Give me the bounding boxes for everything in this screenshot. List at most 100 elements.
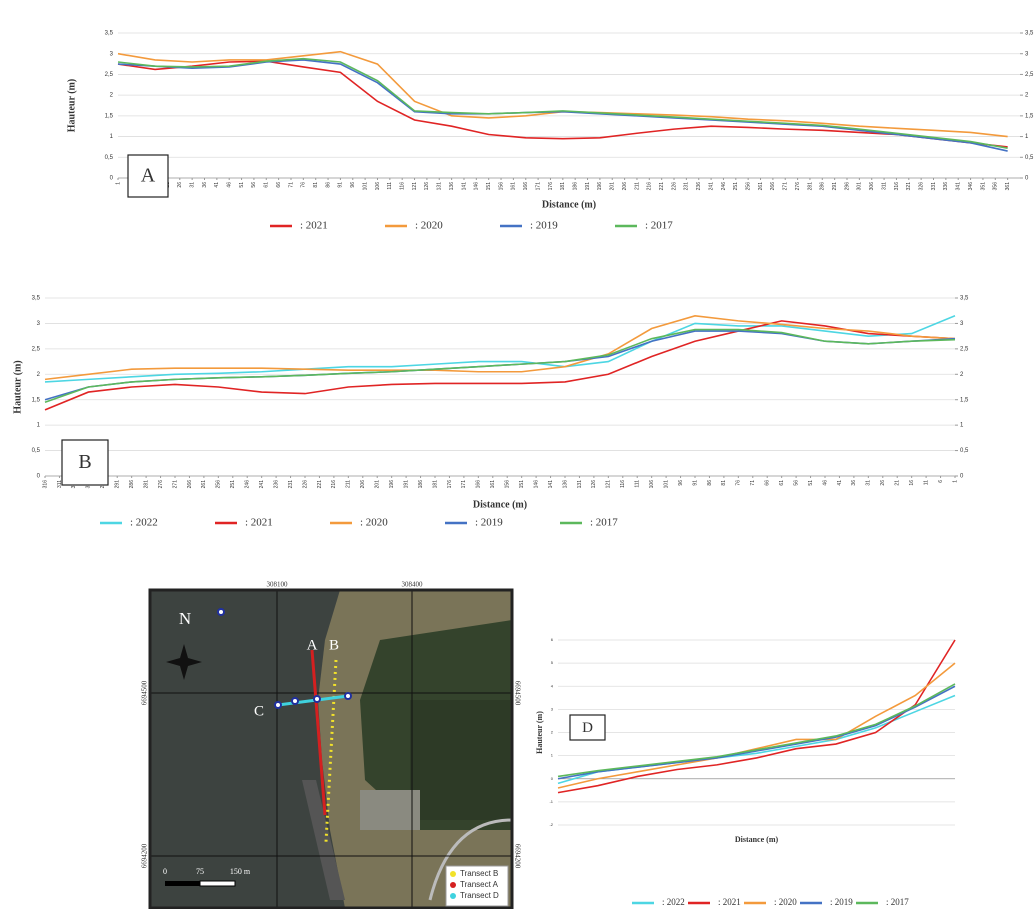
x-tick-label: 326 bbox=[918, 182, 924, 191]
scale-label: 150 m bbox=[230, 867, 251, 876]
x-tick-label: 96 bbox=[678, 480, 684, 486]
transect-label: C bbox=[254, 703, 264, 719]
map: Transect B Transect A Transect D 308100 … bbox=[141, 581, 522, 908]
x-tick-label: 106 bbox=[649, 480, 655, 489]
x-tick-label: 276 bbox=[795, 182, 801, 191]
x-tick-label: 131 bbox=[577, 480, 583, 489]
x-tick-label: 156 bbox=[505, 480, 511, 489]
legend-label: : 2021 bbox=[718, 897, 741, 907]
x-tick-label: 126 bbox=[424, 182, 430, 191]
x-tick-label: 306 bbox=[869, 182, 875, 191]
x-tick-label: 216 bbox=[331, 480, 337, 489]
legend-label: : 2022 bbox=[662, 897, 685, 907]
x-tick-label: 261 bbox=[201, 480, 207, 489]
x-tick-label: 96 bbox=[350, 182, 356, 188]
map-parking bbox=[360, 790, 420, 830]
x-tick-label: 81 bbox=[721, 480, 727, 486]
y2-tick-label: 3,5 bbox=[960, 296, 969, 302]
legend-marker bbox=[450, 882, 456, 888]
x-tick-label: 171 bbox=[461, 480, 467, 489]
legend-label: : 2017 bbox=[645, 220, 673, 232]
chart: 00,511,522,533,500,511,522,533,516111621… bbox=[66, 31, 1034, 232]
x-tick-label: 251 bbox=[733, 182, 739, 191]
x-tick-label: 146 bbox=[533, 480, 539, 489]
y2-tick-label: 1 bbox=[960, 423, 964, 429]
x-tick-label: 331 bbox=[931, 182, 937, 191]
x-tick-label: 91 bbox=[338, 182, 344, 188]
panel-label: A bbox=[141, 165, 156, 187]
x-tick-label: 241 bbox=[708, 182, 714, 191]
x-tick-label: 56 bbox=[793, 480, 799, 486]
y-tick-label: 1,5 bbox=[32, 397, 41, 403]
y2-tick-label: 2 bbox=[960, 372, 964, 378]
x-tick-label: 176 bbox=[548, 182, 554, 191]
y-axis-label: Hauteur (m) bbox=[12, 360, 23, 413]
y-tick-label: 4 bbox=[551, 683, 554, 688]
scale-label: 0 bbox=[163, 867, 167, 876]
x-tick-label: 6 bbox=[938, 480, 944, 483]
x-tick-label: 131 bbox=[437, 182, 443, 191]
x-tick-label: 61 bbox=[779, 480, 785, 486]
x-tick-label: 1 bbox=[952, 480, 958, 483]
scale-label: 75 bbox=[196, 867, 204, 876]
chart: 00,511,522,533,500,511,522,533,531631130… bbox=[12, 296, 969, 529]
map-legend-label: Transect D bbox=[460, 891, 499, 900]
x-tick-label: 171 bbox=[535, 182, 541, 191]
x-tick-label: 81 bbox=[313, 182, 319, 188]
x-tick-label: 311 bbox=[881, 182, 887, 190]
x-tick-label: 71 bbox=[288, 182, 294, 188]
y2-tick-label: 0,5 bbox=[1025, 155, 1034, 161]
x-tick-label: 166 bbox=[523, 182, 529, 191]
y-tick-label: 3,5 bbox=[105, 31, 114, 37]
legend-label: : 2019 bbox=[830, 897, 853, 907]
y2-tick-label: 2,5 bbox=[1025, 72, 1034, 78]
x-tick-label: 76 bbox=[301, 182, 307, 188]
easting-label: 308100 bbox=[267, 581, 289, 589]
x-tick-label: 111 bbox=[635, 480, 641, 488]
x-tick-label: 241 bbox=[259, 480, 265, 489]
y-tick-label: 2,5 bbox=[32, 346, 41, 352]
x-tick-label: 41 bbox=[214, 182, 220, 188]
panel-label: D bbox=[582, 720, 593, 736]
y2-tick-label: 3 bbox=[1025, 51, 1029, 57]
transect-label: B bbox=[329, 637, 339, 653]
x-tick-label: 26 bbox=[177, 182, 183, 188]
x-tick-label: 36 bbox=[202, 182, 208, 188]
x-tick-label: 266 bbox=[770, 182, 776, 191]
x-tick-label: 136 bbox=[449, 182, 455, 191]
x-tick-label: 141 bbox=[461, 182, 467, 191]
series-line bbox=[45, 330, 955, 403]
x-tick-label: 141 bbox=[548, 480, 554, 489]
y-tick-label: -2 bbox=[549, 822, 553, 827]
x-axis-label: Distance (m) bbox=[542, 199, 596, 210]
x-tick-label: 246 bbox=[245, 480, 251, 489]
legend-label: : 2017 bbox=[590, 517, 618, 529]
x-tick-label: 271 bbox=[172, 480, 178, 489]
x-tick-label: 46 bbox=[822, 480, 828, 486]
x-tick-label: 111 bbox=[387, 182, 393, 190]
x-tick-label: 66 bbox=[276, 182, 282, 188]
x-tick-label: 61 bbox=[264, 182, 270, 188]
x-tick-label: 201 bbox=[610, 182, 616, 191]
y-tick-label: 2 bbox=[551, 730, 554, 735]
transect-label: A bbox=[307, 637, 318, 653]
y-tick-label: -1 bbox=[549, 799, 553, 804]
x-tick-label: 256 bbox=[216, 480, 222, 489]
legend-label: : 2020 bbox=[774, 897, 797, 907]
x-axis-label: Distance (m) bbox=[735, 835, 779, 844]
y-tick-label: 2,5 bbox=[105, 72, 114, 78]
map-legend-label: Transect A bbox=[460, 880, 499, 889]
x-tick-label: 276 bbox=[158, 480, 164, 489]
x-tick-label: 46 bbox=[227, 182, 233, 188]
y-axis-label: Hauteur (m) bbox=[66, 79, 77, 132]
x-tick-label: 86 bbox=[707, 480, 713, 486]
x-tick-label: 281 bbox=[807, 182, 813, 191]
y2-tick-label: 3,5 bbox=[1025, 31, 1034, 37]
y-tick-label: 1,5 bbox=[105, 113, 114, 119]
x-tick-label: 221 bbox=[317, 480, 323, 489]
x-axis-label: Distance (m) bbox=[473, 499, 527, 510]
northing-label: 6694500 bbox=[513, 681, 521, 706]
x-tick-label: 41 bbox=[837, 480, 843, 486]
y-tick-label: 3 bbox=[37, 321, 41, 327]
legend-label: : 2017 bbox=[886, 897, 909, 907]
